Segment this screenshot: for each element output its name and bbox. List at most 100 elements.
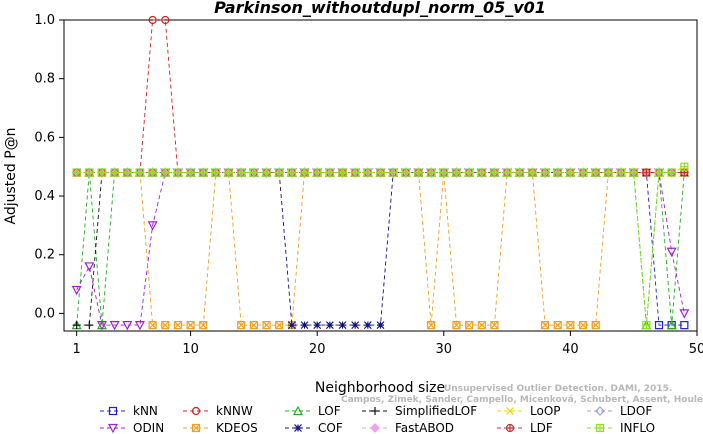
- data-point-knnw: [161, 15, 170, 25]
- data-point-inflo: [224, 168, 233, 177]
- legend-swatch-marker: [294, 424, 302, 432]
- data-point-inflo: [490, 168, 499, 177]
- data-point-inflo: [161, 168, 170, 177]
- watermark-line-1: Unsupervised Outlier Detection. DAMI, 20…: [444, 384, 672, 394]
- data-point-inflo: [591, 168, 600, 177]
- legend-swatch-marker: [506, 407, 514, 415]
- legend-swatch-marker: [371, 407, 379, 415]
- x-tick-label: 40: [562, 342, 579, 357]
- legend-item-ldof: LDOF: [587, 404, 652, 418]
- legend-swatch-marker: [191, 423, 201, 433]
- series-line-cof: [76, 172, 685, 326]
- legend-label: kNN: [133, 404, 158, 418]
- legend-swatch-marker: [505, 423, 515, 433]
- data-point-kdeos: [553, 321, 562, 330]
- series-cof: [72, 168, 689, 330]
- data-point-simplifiedlof: [72, 321, 81, 330]
- data-point-odin: [147, 221, 158, 231]
- data-point-odin: [122, 321, 133, 331]
- data-point-inflo: [85, 168, 94, 177]
- watermark-line-2: Campos, Zimek, Sander, Campello, Micenko…: [341, 395, 703, 405]
- data-point-inflo: [325, 168, 334, 177]
- data-point-inflo: [135, 168, 145, 177]
- data-point-inflo: [211, 168, 221, 177]
- data-point-inflo: [97, 168, 107, 177]
- x-tick-label: 30: [436, 342, 453, 357]
- data-point-inflo: [338, 168, 347, 177]
- legend-label: FastABOD: [395, 421, 454, 434]
- data-point-cof: [351, 321, 360, 330]
- legend-swatch-marker: [595, 406, 605, 416]
- data-point-kdeos: [249, 321, 258, 330]
- data-point-inflo: [237, 168, 246, 177]
- y-tick-label: 0.8: [34, 72, 55, 87]
- data-point-inflo: [667, 168, 676, 177]
- data-point-odin: [679, 309, 690, 319]
- data-point-simplifiedlof: [85, 321, 94, 330]
- series-line-kdeos: [76, 172, 685, 326]
- legend-swatch-marker: [108, 406, 118, 416]
- series-layer: [71, 15, 690, 331]
- data-point-inflo: [300, 168, 309, 177]
- series-line-inflo: [76, 166, 685, 326]
- legend-label: KDEOS: [216, 421, 258, 434]
- data-point-inflo: [427, 168, 436, 177]
- data-point-inflo: [148, 168, 157, 177]
- data-point-kdeos: [186, 321, 195, 330]
- data-point-kdeos: [275, 321, 284, 330]
- data-point-inflo: [72, 168, 81, 177]
- data-point-kdeos: [237, 321, 246, 330]
- data-point-cof: [376, 321, 385, 330]
- data-point-kdeos: [540, 321, 550, 330]
- legend-item-inflo: INFLO: [587, 421, 655, 434]
- data-point-kdeos: [161, 321, 170, 330]
- legend-item-loop: LoOP: [497, 404, 561, 418]
- data-point-cof: [325, 321, 334, 330]
- data-point-inflo: [287, 168, 296, 177]
- data-point-odin: [109, 321, 120, 331]
- x-axis-label: Neighborhood size: [315, 380, 445, 396]
- data-point-odin: [71, 285, 82, 296]
- legend-label: LDF: [530, 421, 553, 434]
- data-point-odin: [666, 247, 677, 258]
- plot-frame: [63, 19, 698, 332]
- legend-item-simplifiedlof: SimplifiedLOF: [362, 404, 477, 418]
- data-point-cof: [313, 321, 322, 330]
- series-lof: [71, 167, 690, 330]
- data-point-kdeos: [566, 321, 575, 330]
- legend-item-knnw: kNNW: [183, 404, 253, 418]
- data-point-inflo: [503, 168, 512, 177]
- y-tick-label: 0.4: [34, 189, 55, 204]
- legend-item-fastabod: FastABOD: [362, 421, 454, 434]
- data-point-inflo: [566, 168, 575, 177]
- plot-area: [63, 19, 698, 332]
- data-point-odin: [84, 262, 95, 272]
- legend-label: LoOP: [530, 404, 561, 418]
- series-kdeos: [72, 168, 689, 330]
- data-point-inflo: [540, 168, 550, 177]
- x-tick-label: 50: [689, 342, 703, 357]
- y-tick-label: 0.0: [34, 306, 55, 321]
- series-line-simplifiedlof: [76, 172, 685, 326]
- legend-label: LDOF: [620, 404, 652, 418]
- legend-label: kNNW: [216, 404, 253, 418]
- legend-item-lof: LOF: [285, 404, 341, 418]
- data-point-inflo: [376, 168, 385, 177]
- data-point-knn: [680, 321, 689, 330]
- data-point-inflo: [173, 168, 183, 177]
- data-point-kdeos: [578, 321, 588, 330]
- data-point-lof: [666, 319, 677, 330]
- legend-item-ldf: LDF: [497, 421, 553, 434]
- data-point-inflo: [363, 168, 372, 177]
- data-point-cof: [363, 321, 372, 330]
- data-point-inflo: [389, 168, 398, 177]
- data-point-kdeos: [591, 321, 600, 330]
- legend-swatch-marker: [108, 423, 118, 434]
- legend-item-odin: ODIN: [100, 421, 164, 434]
- series-knnw: [72, 15, 689, 177]
- data-point-cof: [300, 321, 309, 330]
- data-point-inflo: [477, 168, 486, 177]
- y-tick-label: 0.2: [34, 248, 55, 263]
- data-point-kdeos: [465, 321, 474, 330]
